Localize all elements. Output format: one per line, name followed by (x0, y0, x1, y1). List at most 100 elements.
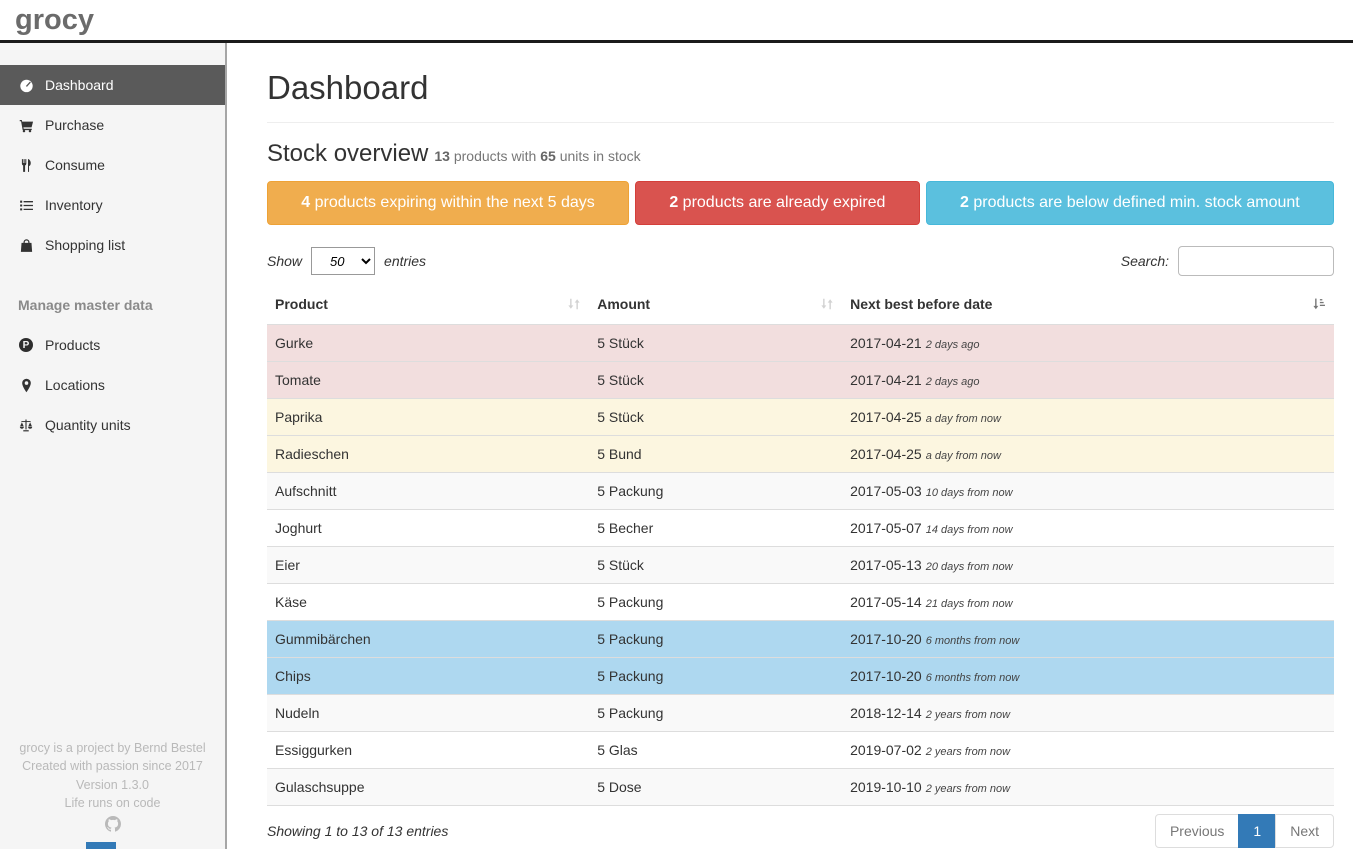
top-bar: grocy (0, 0, 1353, 43)
sidebar-item-label: Dashboard (45, 77, 114, 93)
table-row: Eier 5 Stück 2017-05-13 20 days from now (267, 546, 1334, 584)
sidebar-item-inventory[interactable]: Inventory (0, 185, 225, 225)
footer-line: grocy is a project by Bernd Bestel (19, 740, 206, 755)
table-row: Essiggurken 5 Glas 2019-07-02 2 years fro… (267, 731, 1334, 769)
product-cell: Gurke (267, 324, 590, 362)
product-cell: Essiggurken (267, 731, 590, 769)
table-row: Gulaschsuppe 5 Dose 2019-10-10 2 years fr… (267, 768, 1334, 806)
date-cell: 2018-12-14 2 years from now (842, 694, 1334, 732)
product-cell: Gulaschsuppe (267, 768, 590, 806)
product-circle-icon: P (18, 337, 34, 353)
date-cell: 2017-05-07 14 days from now (842, 509, 1334, 547)
sidebar-item-label: Shopping list (45, 237, 126, 253)
date-cell: 2017-04-21 2 days ago (842, 361, 1334, 399)
shopping-bag-icon (18, 237, 34, 253)
date-cell: 2017-05-14 21 days from now (842, 583, 1334, 621)
time-ago: 2 days ago (925, 376, 980, 388)
sort-icon (567, 297, 581, 314)
table-controls: Show 50 entries Search: (267, 246, 1334, 276)
amount-cell: 5 Bund (589, 435, 843, 473)
product-cell: Tomate (267, 361, 590, 399)
amount-cell: 5 Packung (589, 657, 843, 695)
date-cell: 2017-04-25 a day from now (842, 398, 1334, 436)
time-ago: a day from now (925, 413, 1001, 425)
footer-line: Version 1.3.0 (76, 777, 149, 792)
expiring-badge[interactable]: 4 products expiring within the next 5 da… (267, 181, 630, 225)
time-ago: 14 days from now (925, 524, 1013, 536)
balance-scale-icon (18, 417, 34, 433)
expired-badge[interactable]: 2 products are already expired (635, 181, 920, 225)
product-cell: Käse (267, 583, 590, 621)
amount-cell: 5 Stück (589, 324, 843, 362)
amount-cell: 5 Packung (589, 472, 843, 510)
product-cell: Joghurt (267, 509, 590, 547)
page-size-select[interactable]: 50 (311, 247, 376, 275)
previous-button[interactable]: Previous (1154, 814, 1240, 848)
column-header-next-best-before-date[interactable]: Next best before date (842, 288, 1334, 325)
page-title: Dashboard (267, 69, 429, 106)
map-marker-icon (18, 377, 34, 393)
product-cell: Chips (267, 657, 590, 695)
list-icon (18, 197, 34, 213)
entries-label: entries (384, 253, 427, 269)
stock-table: Product Amount Next best before date Gur (267, 288, 1334, 806)
below-min-stock-badge[interactable]: 2 products are below defined min. stock … (925, 181, 1334, 225)
sidebar-footer: grocy is a project by Bernd Bestel Creat… (0, 739, 225, 838)
date-cell: 2017-05-03 10 days from now (842, 472, 1334, 510)
sidebar-item-quantity-units[interactable]: Quantity units (0, 405, 225, 445)
table-row: Gummibärchen 5 Packung 2017-10-20 6 month… (267, 620, 1334, 658)
date-cell: 2017-04-25 a day from now (842, 435, 1334, 473)
page-1-button[interactable]: 1 (1238, 814, 1277, 848)
stock-summary: 13 products with 65 units in stock (434, 148, 641, 164)
product-cell: Eier (267, 546, 590, 584)
amount-cell: 5 Stück (589, 546, 843, 584)
table-header-row: Product Amount Next best before date (267, 288, 1334, 325)
time-ago: 21 days from now (925, 598, 1013, 610)
time-ago: 2 years from now (925, 709, 1011, 721)
table-row: Chips 5 Packung 2017-10-20 6 months from … (267, 657, 1334, 695)
column-header-product[interactable]: Product (267, 288, 590, 325)
scroll-top-button-partial[interactable] (86, 842, 116, 849)
tachometer-icon (18, 77, 34, 93)
sidebar-item-locations[interactable]: Locations (0, 365, 225, 405)
table-row: Gurke 5 Stück 2017-04-21 2 days ago (267, 324, 1334, 362)
amount-cell: 5 Dose (589, 768, 843, 806)
utensils-icon (18, 157, 34, 173)
github-icon[interactable] (104, 815, 121, 838)
product-cell: Nudeln (267, 694, 590, 732)
sidebar-item-shopping-list[interactable]: Shopping list (0, 225, 225, 265)
date-cell: 2017-10-20 6 months from now (842, 657, 1334, 695)
cart-icon (18, 117, 34, 133)
table-row: Paprika 5 Stück 2017-04-25 a day from now (267, 398, 1334, 436)
amount-cell: 5 Packung (589, 620, 843, 658)
column-header-amount[interactable]: Amount (589, 288, 843, 325)
title-divider (267, 122, 1334, 123)
product-cell: Gummibärchen (267, 620, 590, 658)
footer-line: Created with passion since 2017 (22, 759, 203, 773)
next-button[interactable]: Next (1275, 814, 1334, 848)
date-cell: 2019-07-02 2 years from now (842, 731, 1334, 769)
sidebar-item-label: Consume (45, 157, 105, 173)
amount-cell: 5 Stück (589, 361, 843, 399)
search-input[interactable] (1178, 246, 1334, 276)
app-logo[interactable]: grocy (15, 3, 94, 36)
date-cell: 2017-04-21 2 days ago (842, 324, 1334, 362)
time-ago: 2 days ago (925, 339, 980, 351)
date-cell: 2017-10-20 6 months from now (842, 620, 1334, 658)
sidebar-item-label: Inventory (45, 197, 103, 213)
stock-overview-heading: Stock overview 13 products with 65 units … (267, 140, 641, 167)
sort-icon (820, 297, 834, 314)
sidebar-item-consume[interactable]: Consume (0, 145, 225, 185)
sidebar-item-dashboard[interactable]: Dashboard (0, 65, 225, 105)
product-cell: Aufschnitt (267, 472, 590, 510)
search-label: Search: (1120, 253, 1169, 269)
time-ago: 6 months from now (925, 635, 1020, 647)
date-cell: 2019-10-10 2 years from now (842, 768, 1334, 806)
sidebar-item-purchase[interactable]: Purchase (0, 105, 225, 145)
time-ago: 6 months from now (925, 672, 1020, 684)
footer-line: Life runs on code (64, 796, 161, 810)
sidebar-item-products[interactable]: P Products (0, 325, 225, 365)
amount-cell: 5 Stück (589, 398, 843, 436)
amount-cell: 5 Becher (589, 509, 843, 547)
status-badges: 4 products expiring within the next 5 da… (267, 181, 1334, 225)
